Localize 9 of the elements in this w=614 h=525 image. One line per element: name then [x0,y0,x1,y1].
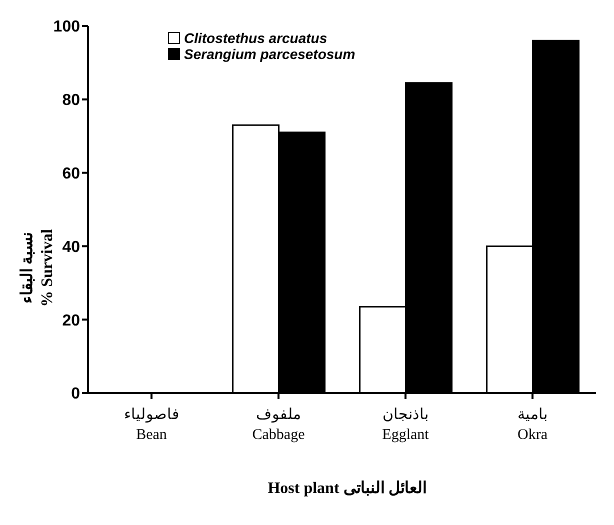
legend-label: Clitostethus arcuatus [183,30,328,46]
x-axis-title: Host plant العائل النباتى [266,479,428,498]
y-tick-label: 20 [62,312,80,330]
y-tick-label: 80 [62,92,80,110]
y-tick-label: 0 [71,386,80,403]
y-tick-label: 40 [62,238,80,256]
legend-label: Serangium parcesetosum [183,46,356,62]
y-tick-label: 100 [53,18,80,36]
y-tick-label: 60 [62,165,80,182]
